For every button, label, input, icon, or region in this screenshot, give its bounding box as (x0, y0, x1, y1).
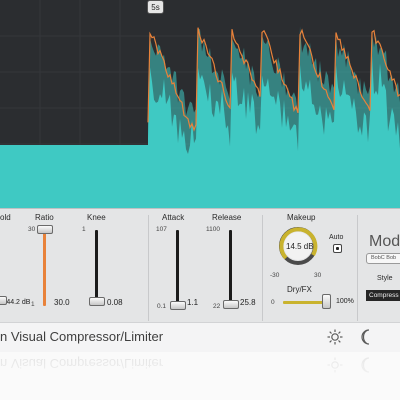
auto-makeup-checkbox[interactable] (333, 244, 342, 253)
release-value: 25.8 (240, 298, 256, 307)
makeup-min: -30 (270, 272, 280, 279)
attack-max: 107 (156, 226, 167, 233)
ratio-max: 30 (28, 226, 36, 233)
time-marker[interactable]: 5s (147, 0, 164, 14)
ratio-min: 1 (31, 301, 35, 308)
dryfx-label: Dry/FX (287, 285, 312, 294)
title-reflection: n Visual Compressor/Limiter (0, 352, 400, 400)
ratio-label: Ratio (35, 213, 54, 222)
mode-label: Mod (369, 233, 400, 250)
threshold-slider-thumb[interactable] (0, 296, 7, 305)
gear-icon[interactable] (326, 328, 344, 346)
attack-value: 1.1 (187, 298, 199, 307)
input-peak-area (148, 54, 400, 208)
makeup-knob[interactable] (278, 226, 318, 266)
makeup-value: 14.5 dB (286, 242, 314, 251)
release-label: Release (212, 213, 242, 222)
input-flat-region (0, 145, 148, 208)
reflection-fade (0, 352, 400, 400)
release-slider-thumb[interactable] (223, 300, 239, 309)
attack-slider-track[interactable] (176, 230, 179, 308)
knee-max: 1 (82, 226, 86, 233)
knee-slider-track[interactable] (95, 230, 98, 306)
ratio-slider-track[interactable] (43, 230, 46, 306)
attack-slider-thumb[interactable] (170, 301, 186, 310)
knee-slider-thumb[interactable] (89, 297, 105, 306)
attack-min: 0.1 (157, 303, 167, 310)
knee-label: Knee (87, 213, 106, 222)
style-label: Style (377, 275, 393, 282)
release-min: 22 (213, 303, 221, 310)
section-divider (262, 215, 263, 321)
section-divider (357, 215, 358, 321)
waveform-graph (0, 26, 400, 208)
makeup-label: Makeup (287, 213, 316, 222)
control-panel (0, 208, 400, 323)
moon-icon[interactable] (358, 328, 374, 346)
title-bar: n Visual Compressor/Limiter (0, 322, 400, 353)
dryfx-slider-thumb[interactable] (322, 294, 331, 309)
ratio-slider-thumb[interactable] (37, 225, 53, 234)
threshold-label: old (0, 213, 11, 222)
attack-label: Attack (162, 213, 185, 222)
dryfx-min: 0 (271, 299, 275, 306)
makeup-max: 30 (314, 272, 322, 279)
preset-select[interactable]: BobC Bob (366, 253, 400, 264)
release-max: 1100 (206, 226, 220, 233)
knee-value: 0.08 (107, 298, 123, 307)
style-select[interactable]: Compress (366, 290, 400, 301)
waveform-display[interactable]: 5s (0, 0, 400, 208)
dryfx-slider-track[interactable] (283, 301, 323, 304)
dryfx-value: 100% (336, 298, 354, 305)
release-slider-track[interactable] (229, 230, 232, 308)
section-divider (148, 215, 149, 321)
ratio-value: 30.0 (54, 298, 70, 307)
threshold-value: -44.2 dB (4, 299, 31, 306)
auto-label: Auto (329, 234, 344, 241)
gain-reduction-line (147, 27, 400, 132)
plugin-title: n Visual Compressor/Limiter (0, 329, 164, 344)
